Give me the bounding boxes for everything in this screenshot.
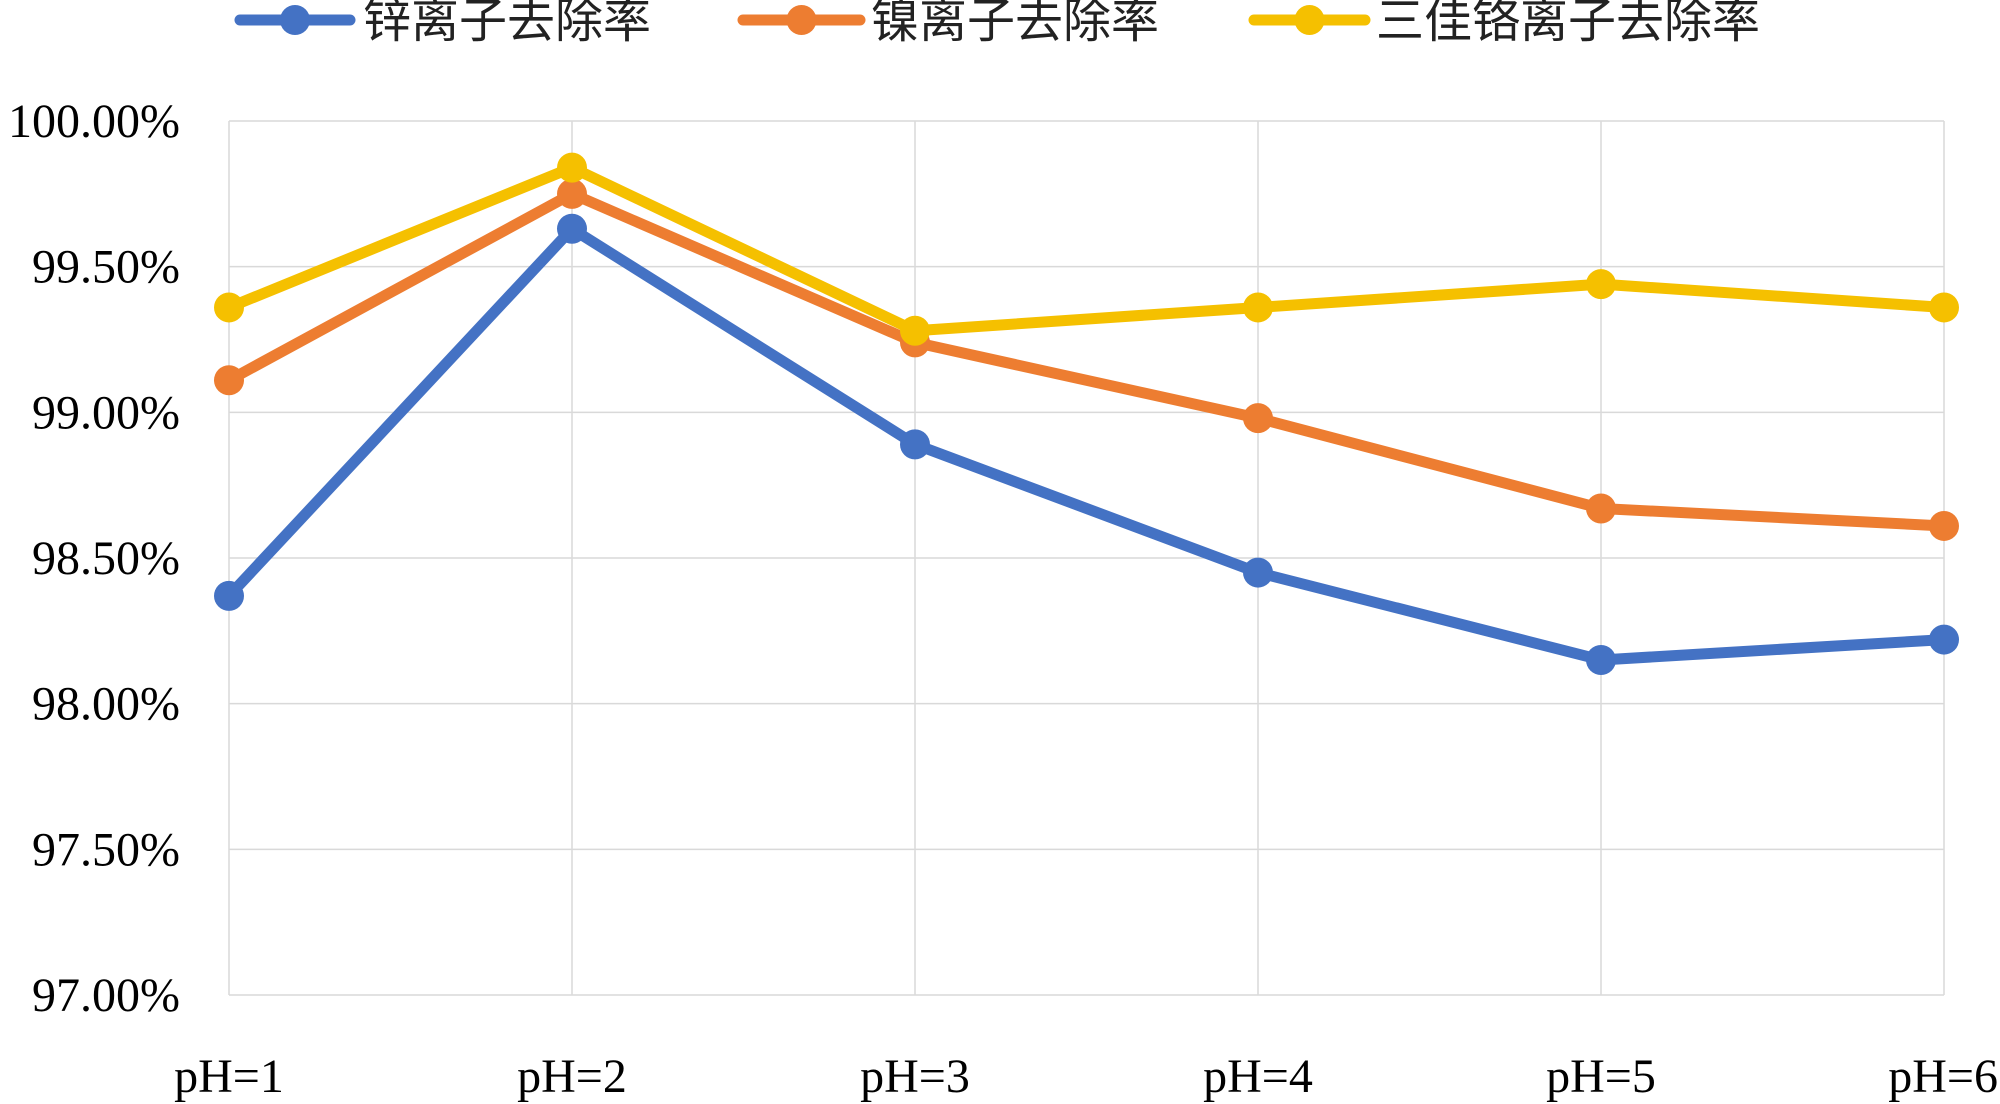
legend-marker [280, 5, 310, 35]
data-point [214, 365, 244, 396]
x-tick-label: pH=4 [1203, 1050, 1313, 1103]
y-tick-label: 98.00% [32, 678, 180, 731]
legend-label: 锌离子去除率 [363, 0, 651, 49]
y-tick-label: 97.50% [32, 823, 180, 876]
grid [228, 120, 1945, 996]
legend: 锌离子去除率 镍离子去除率 三佳铬离子去除率 [234, 0, 1760, 49]
data-point [1586, 269, 1616, 300]
data-point [1586, 644, 1616, 675]
legend-marker [1294, 5, 1325, 35]
data-point [900, 315, 930, 346]
x-tick-label: pH=6 [1888, 1050, 1998, 1103]
y-tick-label: 98.50% [32, 532, 180, 585]
x-tick-label: pH=1 [174, 1050, 284, 1103]
data-point [1929, 510, 1959, 541]
data-point [1929, 292, 1959, 323]
x-tick-label: pH=5 [1546, 1050, 1656, 1103]
data-point [557, 152, 587, 183]
legend-item: 镍离子去除率 [737, 0, 1159, 49]
data-point [1243, 403, 1273, 434]
series-group [214, 152, 1959, 346]
data-point [1243, 292, 1273, 323]
data-point [214, 292, 244, 323]
legend-label: 镍离子去除率 [871, 0, 1159, 49]
legend-marker [786, 5, 817, 35]
series-line [223, 162, 1950, 337]
x-axis: pH=1 pH=2 pH=3 pH=4 pH=5 pH=6 [174, 1050, 1998, 1103]
data-point [1586, 493, 1616, 524]
series-group [214, 178, 1959, 541]
legend-label: 三佳铬离子去除率 [1376, 0, 1760, 49]
x-tick-label: pH=3 [860, 1050, 970, 1103]
legend-item: 三佳铬离子去除率 [1248, 0, 1760, 49]
y-tick-label: 97.00% [32, 969, 180, 1022]
data-point [900, 429, 930, 460]
series-line [223, 188, 1950, 532]
data-point [1929, 624, 1959, 655]
x-tick-label: pH=2 [517, 1050, 627, 1103]
y-tick-label: 100.00% [8, 95, 180, 148]
y-tick-label: 99.50% [32, 241, 180, 294]
series-group [214, 213, 1959, 675]
y-tick-label: 99.00% [32, 386, 180, 439]
series-area [214, 152, 1959, 675]
data-point [557, 213, 587, 244]
data-point [557, 178, 587, 209]
y-axis: 97.00% 97.50% 98.00% 98.50% 99.00% 99.50% 100.… [8, 95, 180, 1022]
data-point [214, 580, 244, 611]
data-point [1243, 557, 1273, 588]
series-line [223, 223, 1950, 666]
legend-item: 锌离子去除率 [234, 0, 651, 49]
